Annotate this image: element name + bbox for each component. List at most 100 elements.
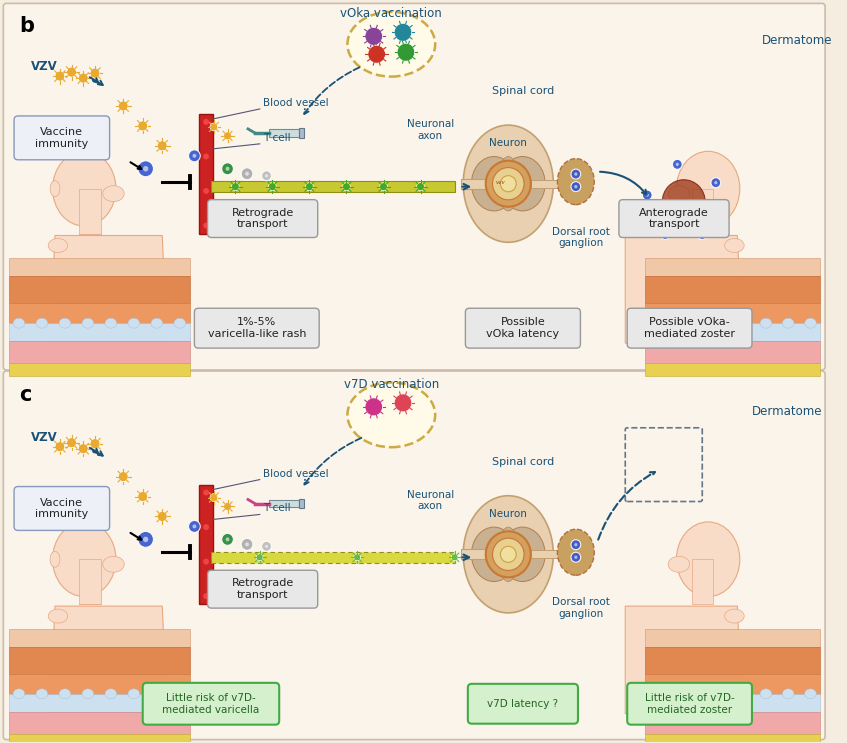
Bar (199, 114, 213, 233)
Ellipse shape (693, 689, 705, 698)
Bar (269, 499, 299, 507)
Text: Spinal cord: Spinal cord (492, 457, 554, 467)
Circle shape (203, 490, 209, 496)
Circle shape (241, 539, 253, 551)
Bar (80, 189, 101, 233)
Circle shape (675, 163, 679, 166)
Circle shape (574, 172, 578, 176)
Ellipse shape (498, 157, 518, 211)
FancyBboxPatch shape (628, 683, 752, 724)
Bar (645, 629, 820, 647)
Bar (9, 363, 190, 376)
Circle shape (663, 233, 667, 236)
Circle shape (574, 555, 578, 559)
Text: Retrograde
transport: Retrograde transport (231, 208, 294, 230)
Ellipse shape (738, 689, 750, 698)
Bar (531, 180, 567, 188)
Text: Possible vOka-
mediated zoster: Possible vOka- mediated zoster (644, 317, 735, 339)
Bar (9, 712, 190, 733)
Circle shape (505, 551, 512, 558)
Ellipse shape (725, 609, 745, 623)
Circle shape (574, 185, 578, 189)
Circle shape (571, 539, 581, 550)
Circle shape (158, 511, 167, 522)
Text: Neuronal
axon: Neuronal axon (407, 490, 454, 511)
Circle shape (67, 67, 76, 77)
Circle shape (189, 150, 200, 162)
FancyBboxPatch shape (468, 684, 578, 724)
Ellipse shape (13, 689, 25, 698)
Circle shape (574, 543, 578, 547)
Circle shape (138, 160, 153, 177)
Circle shape (224, 502, 231, 510)
Circle shape (714, 181, 717, 184)
Ellipse shape (693, 318, 705, 328)
Circle shape (492, 538, 524, 571)
Ellipse shape (716, 689, 728, 698)
Bar (9, 694, 190, 712)
Text: Blood vessel: Blood vessel (263, 98, 329, 108)
Circle shape (505, 181, 512, 187)
Bar (211, 181, 455, 192)
Ellipse shape (48, 239, 68, 253)
Circle shape (203, 524, 209, 530)
Ellipse shape (347, 12, 435, 77)
Circle shape (365, 27, 383, 45)
Text: v7D latency ?: v7D latency ? (487, 698, 558, 709)
Bar (645, 303, 820, 323)
Polygon shape (50, 236, 167, 343)
Circle shape (225, 166, 230, 171)
FancyBboxPatch shape (208, 571, 318, 608)
Text: T cell: T cell (263, 504, 291, 513)
Text: Little risk of v7D-
mediated zoster: Little risk of v7D- mediated zoster (645, 693, 734, 715)
Ellipse shape (760, 689, 772, 698)
Text: Dermatome: Dermatome (752, 405, 822, 418)
Circle shape (225, 537, 230, 542)
Text: vOka vaccination: vOka vaccination (340, 7, 442, 20)
Text: vvv: vvv (495, 180, 506, 185)
Bar (80, 559, 101, 604)
Bar (645, 647, 820, 674)
Text: Possible
vOka latency: Possible vOka latency (486, 317, 560, 339)
Circle shape (203, 223, 209, 229)
Circle shape (571, 169, 581, 179)
Circle shape (711, 178, 721, 188)
Bar (462, 549, 500, 559)
Circle shape (394, 23, 412, 42)
Circle shape (417, 183, 424, 191)
Circle shape (224, 132, 231, 140)
Ellipse shape (36, 318, 47, 328)
Text: T cell: T cell (263, 133, 291, 143)
Circle shape (262, 542, 271, 551)
Bar (9, 276, 190, 303)
Circle shape (55, 442, 64, 452)
Text: v7D vaccination: v7D vaccination (344, 378, 439, 391)
Ellipse shape (102, 186, 125, 201)
Ellipse shape (128, 689, 140, 698)
Ellipse shape (783, 318, 794, 328)
FancyBboxPatch shape (208, 200, 318, 238)
Circle shape (264, 545, 268, 548)
Text: VZV: VZV (30, 60, 58, 73)
Bar (9, 647, 190, 674)
Circle shape (492, 168, 524, 200)
Circle shape (231, 183, 239, 191)
Text: Vaccine
immunity: Vaccine immunity (36, 127, 88, 149)
Text: Neuronal
axon: Neuronal axon (407, 120, 454, 141)
Circle shape (245, 172, 249, 176)
Ellipse shape (783, 689, 794, 698)
Ellipse shape (82, 318, 94, 328)
Circle shape (306, 183, 313, 191)
Ellipse shape (649, 318, 661, 328)
Text: Retrograde
transport: Retrograde transport (231, 578, 294, 600)
Bar (645, 363, 820, 376)
Ellipse shape (174, 689, 185, 698)
Circle shape (354, 554, 361, 561)
Bar (645, 712, 820, 733)
Text: Blood vessel: Blood vessel (263, 469, 329, 478)
Bar (9, 303, 190, 323)
Text: Neuron: Neuron (490, 509, 527, 519)
Ellipse shape (725, 239, 745, 253)
Ellipse shape (347, 383, 435, 447)
FancyBboxPatch shape (3, 371, 825, 739)
